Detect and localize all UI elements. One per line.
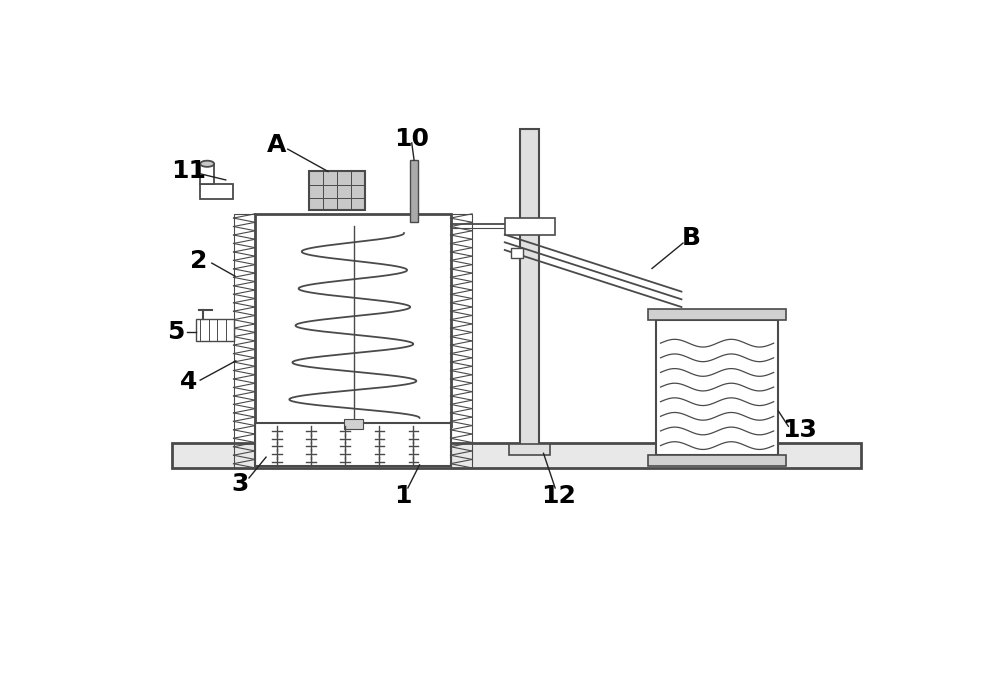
Bar (172, 444, 861, 468)
Bar (410, 160, 418, 222)
Bar (648, 455, 786, 466)
Text: 10: 10 (394, 127, 429, 151)
Bar (656, 320, 778, 455)
Bar (511, 249, 523, 258)
Text: 4: 4 (180, 370, 197, 395)
Bar (450, 214, 472, 468)
Bar (505, 218, 555, 235)
Text: A: A (266, 133, 286, 158)
Bar (255, 214, 450, 426)
Bar (255, 424, 450, 466)
Bar (200, 164, 214, 184)
Text: 12: 12 (542, 484, 576, 508)
Bar (648, 310, 786, 320)
Bar (234, 214, 255, 468)
Text: 2: 2 (190, 249, 207, 273)
Bar (344, 419, 363, 428)
Bar (196, 319, 234, 341)
Bar (520, 129, 539, 453)
Text: 3: 3 (231, 472, 248, 496)
Text: 13: 13 (782, 418, 817, 442)
Text: 5: 5 (167, 321, 184, 344)
Text: 11: 11 (171, 159, 206, 182)
Bar (200, 184, 233, 199)
Text: B: B (681, 226, 700, 249)
Ellipse shape (200, 161, 214, 167)
Bar (509, 444, 550, 455)
Text: 1: 1 (394, 484, 411, 508)
Bar (309, 171, 365, 210)
